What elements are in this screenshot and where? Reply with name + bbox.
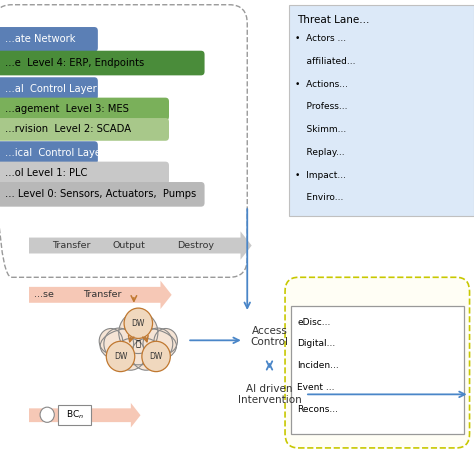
Text: DW: DW (132, 319, 145, 328)
Text: Access
Control: Access Control (250, 326, 289, 347)
FancyBboxPatch shape (0, 27, 98, 52)
Text: Enviro...: Enviro... (295, 193, 343, 202)
Text: eDisc...: eDisc... (297, 318, 330, 327)
Text: Recons...: Recons... (297, 405, 338, 414)
Text: Skimm...: Skimm... (295, 125, 346, 134)
Text: ...ical  Control Layer: ...ical Control Layer (5, 147, 105, 158)
Circle shape (142, 341, 170, 372)
Polygon shape (0, 231, 252, 260)
Text: AI driven
Intervention: AI driven Intervention (237, 383, 301, 405)
Circle shape (106, 341, 135, 372)
Circle shape (40, 407, 55, 422)
Text: Event ...: Event ... (297, 383, 335, 392)
Text: ...ol Level 1: PLC: ...ol Level 1: PLC (5, 168, 87, 178)
Circle shape (116, 338, 146, 370)
FancyBboxPatch shape (290, 5, 474, 216)
Text: Replay...: Replay... (295, 148, 345, 157)
FancyBboxPatch shape (0, 118, 169, 141)
Circle shape (143, 328, 173, 360)
FancyBboxPatch shape (0, 77, 98, 100)
Circle shape (104, 328, 134, 360)
Circle shape (119, 312, 158, 354)
Text: •  Impact...: • Impact... (295, 171, 346, 180)
Text: Inciden...: Inciden... (297, 361, 339, 370)
Text: DW: DW (114, 352, 127, 361)
Text: Threat Lane...: Threat Lane... (298, 15, 370, 25)
Circle shape (131, 338, 161, 370)
FancyBboxPatch shape (291, 306, 464, 434)
Text: ...agement  Level 3: MES: ...agement Level 3: MES (5, 104, 129, 114)
FancyBboxPatch shape (0, 141, 98, 164)
Ellipse shape (100, 327, 176, 365)
Text: ... Level 0: Sensors, Actuators,  Pumps: ... Level 0: Sensors, Actuators, Pumps (5, 189, 196, 200)
Text: •  Actors ...: • Actors ... (295, 34, 346, 43)
Circle shape (154, 328, 177, 354)
Text: ...al  Control Layer: ...al Control Layer (5, 83, 97, 94)
FancyBboxPatch shape (285, 277, 470, 448)
Text: BC$_n$: BC$_n$ (66, 409, 84, 421)
Text: •  Actions...: • Actions... (295, 80, 348, 89)
Polygon shape (0, 281, 172, 309)
Text: ...ate Network: ...ate Network (5, 34, 75, 45)
Text: DW: DW (149, 352, 163, 361)
Circle shape (124, 308, 153, 338)
Text: affiliated...: affiliated... (295, 57, 356, 66)
Polygon shape (0, 403, 140, 428)
FancyBboxPatch shape (0, 182, 205, 207)
Text: 🔒: 🔒 (136, 339, 141, 348)
Circle shape (99, 328, 123, 354)
FancyBboxPatch shape (0, 98, 169, 120)
FancyBboxPatch shape (58, 405, 91, 425)
Text: Profess...: Profess... (295, 102, 347, 111)
Text: Digital...: Digital... (297, 339, 335, 348)
Text: Destroy: Destroy (178, 241, 215, 249)
FancyBboxPatch shape (0, 162, 169, 184)
Text: Transfer: Transfer (52, 241, 91, 249)
Text: Transfer: Transfer (83, 291, 121, 299)
Text: ...se: ...se (34, 291, 54, 299)
Text: ...e  Level 4: ERP, Endpoints: ...e Level 4: ERP, Endpoints (5, 58, 144, 68)
Text: Output: Output (113, 241, 146, 249)
Text: ...rvision  Level 2: SCADA: ...rvision Level 2: SCADA (5, 124, 131, 135)
FancyBboxPatch shape (0, 51, 205, 75)
